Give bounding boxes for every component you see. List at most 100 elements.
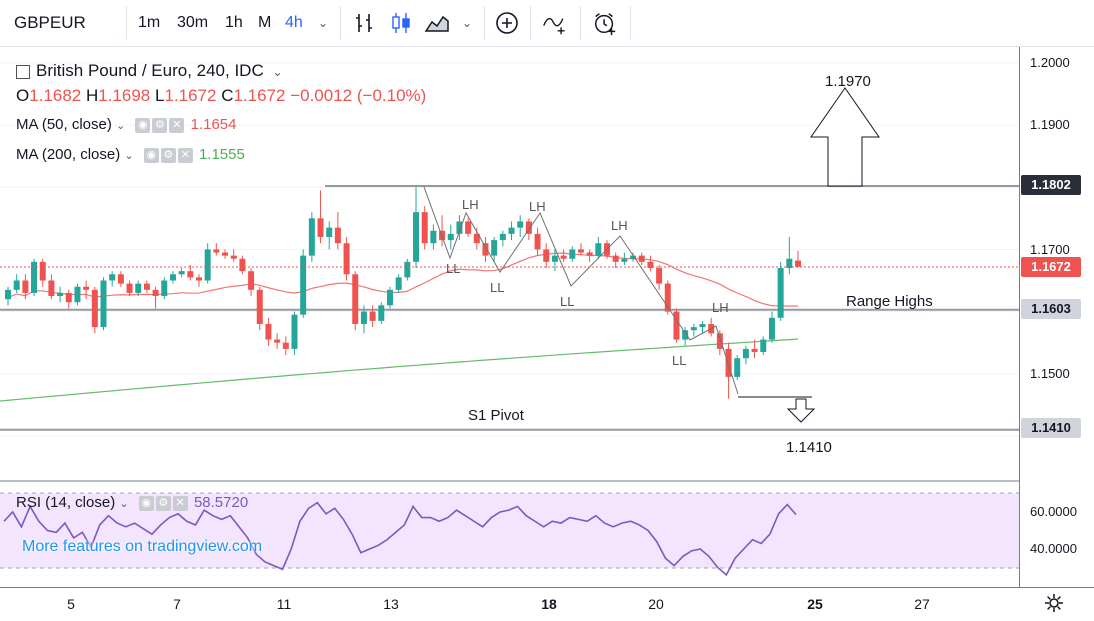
time-axis[interactable]: [0, 587, 1094, 621]
label-ll: LL: [446, 261, 461, 276]
candle-body: [543, 249, 550, 262]
candle-body: [5, 289, 11, 300]
zigzag-pattern: [423, 186, 739, 395]
candle-body: [656, 268, 663, 284]
chart-type-chevron-icon[interactable]: ⌄: [462, 16, 473, 30]
price-tick: 1.2000: [1030, 55, 1070, 70]
candle-body: [143, 283, 150, 290]
candlestick-icon[interactable]: [388, 10, 414, 36]
candle-body: [760, 339, 767, 352]
candle-body: [447, 233, 454, 241]
tradingview-promo-link[interactable]: More features on tradingview.com: [22, 538, 263, 555]
toolbar-divider: [340, 6, 341, 40]
rsi-path: [3, 501, 797, 577]
candle-body: [430, 230, 437, 244]
candle-body: [508, 227, 515, 234]
close-icon[interactable]: ✕: [169, 118, 185, 134]
interval-4h[interactable]: 4h: [285, 14, 303, 31]
eye-icon[interactable]: ◉: [135, 118, 151, 134]
candle-body: [768, 317, 775, 340]
time-tick: 27: [914, 596, 930, 612]
close-icon[interactable]: ✕: [172, 496, 188, 512]
s1-pivot-label: S1 Pivot: [468, 407, 524, 424]
ohlc-change: −0.0012 (−0.10%): [290, 86, 427, 105]
gear-icon[interactable]: ⚙: [160, 148, 176, 164]
time-tick: 18: [541, 596, 557, 612]
alert-clock-icon[interactable]: [592, 10, 618, 36]
close-icon[interactable]: ✕: [177, 148, 193, 164]
ma200-chevron-icon[interactable]: ⌄: [124, 150, 134, 162]
candle-body: [473, 233, 480, 244]
eye-icon[interactable]: ◉: [143, 148, 159, 164]
collapse-square-icon[interactable]: [16, 64, 30, 79]
ma50-chevron-icon[interactable]: ⌄: [116, 120, 126, 132]
ma200-value: 1.1555: [198, 146, 245, 163]
legend-ma50[interactable]: MA (50, close) ⌄ ◉ ⚙ ✕ 1.1654: [16, 116, 237, 134]
bar-chart-icon[interactable]: [352, 10, 378, 36]
interval-month[interactable]: M: [258, 14, 272, 31]
target-up-arrow: [810, 87, 880, 187]
interval-1h[interactable]: 1h: [225, 14, 243, 31]
candle-body: [65, 292, 72, 303]
candle-body: [248, 271, 255, 290]
candle-body: [482, 243, 489, 256]
ohlc-close-value: 1.1672: [233, 86, 286, 105]
candle-body: [317, 218, 324, 237]
candle-body: [39, 261, 46, 281]
legend-ma200[interactable]: MA (200, close) ⌄ ◉ ⚙ ✕ 1.1555: [16, 146, 245, 164]
gear-icon[interactable]: ⚙: [155, 496, 171, 512]
label-lh: LH: [712, 300, 729, 315]
area-chart-icon[interactable]: [424, 10, 450, 36]
interval-dropdown-chevron-icon[interactable]: ⌄: [318, 16, 329, 30]
legend-chevron-icon[interactable]: ⌄: [272, 65, 283, 79]
candle-body: [369, 311, 376, 321]
candle-body: [352, 274, 359, 325]
candle-body: [786, 258, 793, 269]
candle-body: [465, 221, 472, 234]
candle-body: [742, 348, 749, 359]
rsi-line: [3, 501, 797, 577]
candle-body: [178, 271, 185, 275]
price-tag-s1-pivot: 1.1410: [1021, 418, 1081, 438]
eye-icon[interactable]: ◉: [138, 496, 154, 512]
time-tick: 20: [648, 596, 664, 612]
candle-body: [274, 339, 281, 343]
candle-body: [777, 268, 784, 318]
toolbar-divider: [580, 6, 581, 40]
candle-body: [109, 274, 116, 281]
candle-body: [230, 255, 237, 259]
candle-body: [334, 227, 341, 244]
interval-30m[interactable]: 30m: [177, 14, 209, 31]
ma200-label: MA (200, close): [16, 146, 121, 163]
ma200-line: [0, 338, 799, 402]
ma50-line: [7, 252, 799, 307]
candle-body: [48, 280, 55, 297]
compare-icon[interactable]: [542, 10, 568, 36]
horizontal-levels: [0, 185, 1020, 431]
legend-title-text: British Pound / Euro, 240, IDC: [36, 61, 264, 80]
target-down-arrow: [786, 398, 816, 423]
candle-body: [577, 249, 584, 253]
candle-body: [161, 280, 168, 297]
gear-icon[interactable]: ⚙: [152, 118, 168, 134]
candle-body: [421, 212, 428, 244]
interval-1m[interactable]: 1m: [138, 14, 161, 31]
legend-rsi[interactable]: RSI (14, close) ⌄ ◉ ⚙ ✕ 58.5720: [16, 494, 248, 512]
candle-body: [499, 233, 506, 241]
candle-body: [222, 252, 229, 256]
symbol-search[interactable]: GBPEUR: [14, 13, 86, 32]
label-ll: LL: [560, 294, 575, 309]
price-chart[interactable]: [0, 47, 1020, 587]
legend-title[interactable]: British Pound / Euro, 240, IDC ⌄: [16, 61, 283, 81]
settings-gear-icon[interactable]: [1044, 593, 1064, 613]
ohlc-open-value: 1.1682: [29, 86, 82, 105]
rsi-chevron-icon[interactable]: ⌄: [119, 498, 129, 510]
ohlc-high-value: 1.1698: [98, 86, 151, 105]
add-indicator-icon[interactable]: [494, 10, 520, 36]
candle-body: [256, 289, 263, 325]
candle-body: [699, 324, 706, 328]
rsi-tick: 40.0000: [1030, 541, 1077, 556]
candle-body: [152, 289, 159, 297]
candle-body: [204, 249, 211, 281]
candle-body: [195, 277, 202, 281]
